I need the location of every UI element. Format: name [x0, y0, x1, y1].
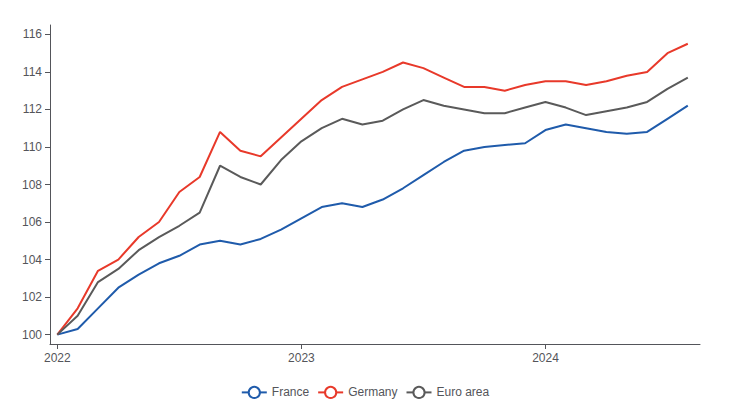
- svg-text:104: 104: [22, 253, 42, 267]
- svg-text:Euro area: Euro area: [436, 385, 489, 399]
- svg-text:France: France: [272, 385, 310, 399]
- svg-text:108: 108: [22, 178, 42, 192]
- svg-text:2023: 2023: [288, 351, 315, 365]
- svg-text:102: 102: [22, 290, 42, 304]
- svg-text:116: 116: [23, 27, 42, 41]
- svg-text:110: 110: [23, 140, 42, 154]
- svg-text:100: 100: [22, 328, 42, 342]
- svg-text:114: 114: [23, 65, 42, 79]
- svg-text:2024: 2024: [532, 351, 559, 365]
- svg-text:106: 106: [22, 215, 42, 229]
- svg-text:112: 112: [23, 102, 42, 116]
- svg-text:2022: 2022: [44, 351, 71, 365]
- svg-text:Germany: Germany: [348, 385, 397, 399]
